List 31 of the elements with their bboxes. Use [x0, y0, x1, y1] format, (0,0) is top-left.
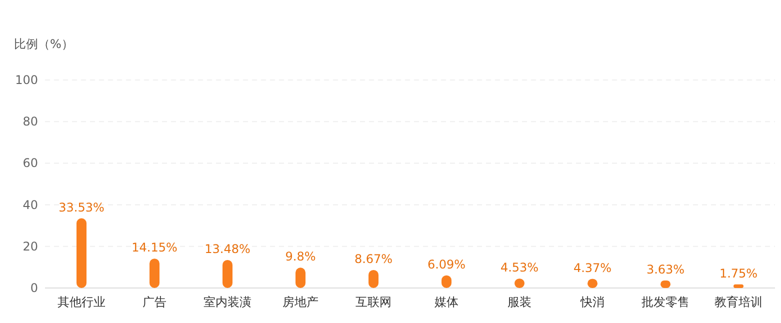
data-label: 14.15% — [132, 240, 178, 255]
y-tick-label: 100 — [15, 73, 38, 87]
data-label: 4.37% — [573, 260, 612, 275]
data-label: 6.09% — [427, 257, 466, 272]
data-label: 4.53% — [500, 260, 539, 275]
y-tick-label: 0 — [30, 281, 38, 295]
bar — [734, 284, 744, 288]
bar — [222, 260, 232, 288]
x-tick-label: 媒体 — [434, 295, 458, 309]
y-tick-label: 20 — [22, 239, 38, 254]
data-label: 13.48% — [204, 242, 250, 256]
x-tick-label: 批发零售 — [642, 295, 690, 309]
x-tick-label: 室内装潢 — [204, 295, 252, 309]
x-tick-label: 服装 — [508, 295, 532, 309]
x-tick-label: 广告 — [142, 295, 166, 309]
bar — [76, 218, 86, 288]
y-axis-title: 比例（%） — [14, 37, 74, 51]
x-tick-label: 其他行业 — [58, 295, 106, 309]
y-tick-label: 80 — [22, 114, 38, 129]
x-tick-label: 快消 — [580, 295, 604, 309]
x-tick-label: 互联网 — [356, 295, 392, 309]
x-tick-label: 房地产 — [282, 295, 318, 309]
y-tick-label: 40 — [22, 198, 38, 212]
data-label: 1.75% — [719, 266, 758, 280]
data-label: 8.67% — [354, 252, 393, 266]
x-tick-label: 教育培训 — [714, 295, 762, 309]
data-label: 9.8% — [285, 250, 316, 264]
data-label: 33.53% — [58, 200, 104, 214]
y-tick-label: 60 — [22, 156, 38, 170]
data-label: 3.63% — [646, 262, 685, 276]
bar — [150, 258, 160, 288]
